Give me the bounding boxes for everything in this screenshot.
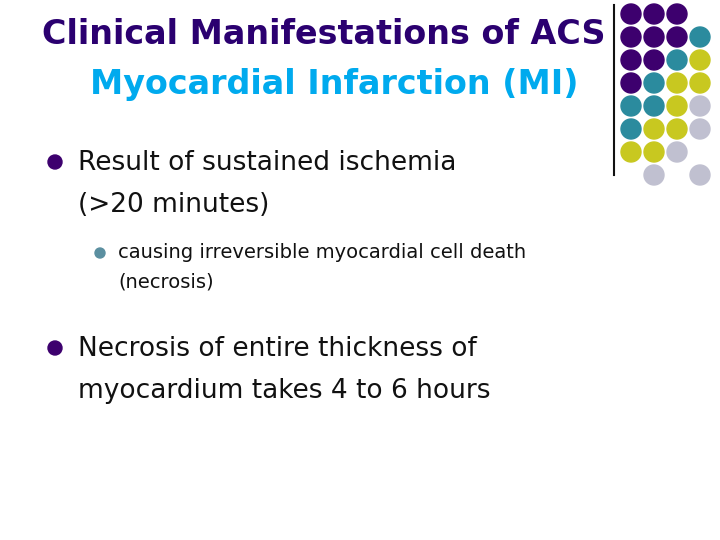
- Circle shape: [621, 73, 641, 93]
- Circle shape: [621, 119, 641, 139]
- Circle shape: [644, 142, 664, 162]
- Circle shape: [690, 165, 710, 185]
- Circle shape: [644, 119, 664, 139]
- Circle shape: [644, 50, 664, 70]
- Circle shape: [667, 50, 687, 70]
- Text: Necrosis of entire thickness of: Necrosis of entire thickness of: [78, 336, 477, 362]
- Circle shape: [644, 96, 664, 116]
- Circle shape: [48, 341, 62, 355]
- Circle shape: [690, 119, 710, 139]
- Circle shape: [95, 248, 105, 258]
- Text: Myocardial Infarction (MI): Myocardial Infarction (MI): [90, 68, 578, 101]
- Circle shape: [644, 165, 664, 185]
- Circle shape: [667, 73, 687, 93]
- Circle shape: [690, 73, 710, 93]
- Circle shape: [690, 27, 710, 47]
- Circle shape: [621, 50, 641, 70]
- Circle shape: [621, 27, 641, 47]
- Circle shape: [667, 96, 687, 116]
- Circle shape: [667, 119, 687, 139]
- Circle shape: [644, 27, 664, 47]
- Text: Result of sustained ischemia: Result of sustained ischemia: [78, 150, 456, 176]
- Circle shape: [690, 96, 710, 116]
- Circle shape: [621, 142, 641, 162]
- Text: causing irreversible myocardial cell death: causing irreversible myocardial cell dea…: [118, 243, 526, 262]
- Circle shape: [644, 73, 664, 93]
- Circle shape: [621, 96, 641, 116]
- Circle shape: [667, 4, 687, 24]
- Circle shape: [690, 50, 710, 70]
- Circle shape: [621, 4, 641, 24]
- Circle shape: [644, 4, 664, 24]
- Circle shape: [48, 155, 62, 169]
- Text: (necrosis): (necrosis): [118, 272, 214, 291]
- Circle shape: [667, 27, 687, 47]
- Text: myocardium takes 4 to 6 hours: myocardium takes 4 to 6 hours: [78, 378, 490, 404]
- Text: (>20 minutes): (>20 minutes): [78, 192, 269, 218]
- Text: Clinical Manifestations of ACS: Clinical Manifestations of ACS: [42, 18, 606, 51]
- Circle shape: [667, 142, 687, 162]
